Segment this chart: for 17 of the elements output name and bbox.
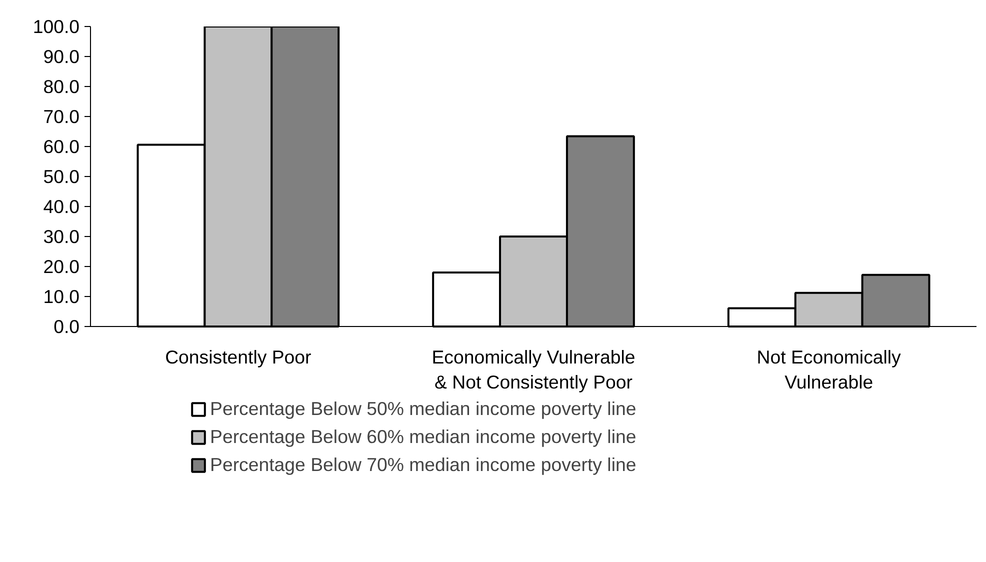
x-tick-label: Consistently Poor <box>165 346 312 368</box>
y-tick-label: 100.0 <box>32 16 80 37</box>
x-tick-label: Not Economically Vulnerable <box>756 346 902 393</box>
y-tick-label: 50.0 <box>43 166 80 187</box>
y-tick-label: 30.0 <box>43 226 80 247</box>
legend-label: Percentage Below 70% median income poverty line <box>210 454 636 476</box>
y-tick-label: 10.0 <box>43 286 80 307</box>
y-tick-label: 80.0 <box>43 76 80 97</box>
legend-label: Percentage Below 50% median income poverty line <box>210 398 636 420</box>
y-tick-label: 60.0 <box>43 136 80 157</box>
y-tick-label: 70.0 <box>43 106 80 127</box>
x-tick-label: Economically Vulnerable & Not Consistently Poor <box>432 346 636 393</box>
y-tick-label: 90.0 <box>43 46 80 67</box>
y-tick-label: 40.0 <box>43 196 80 217</box>
y-tick-label: 20.0 <box>43 256 80 277</box>
legend-label: Percentage Below 60% median income poverty line <box>210 426 636 448</box>
y-tick-label: 0.0 <box>54 316 80 337</box>
